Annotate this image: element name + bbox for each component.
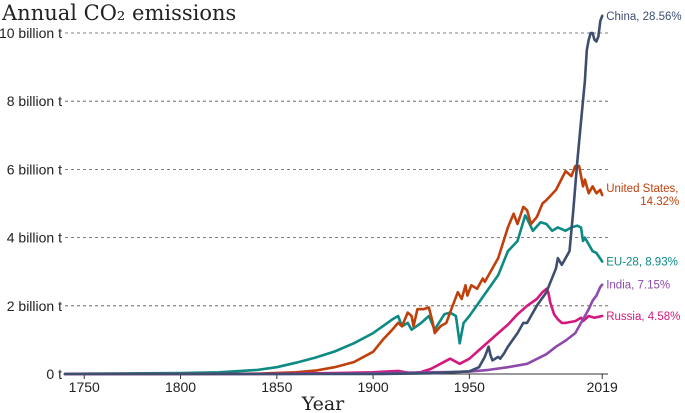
x-tick-label: 1850 [261, 379, 292, 395]
series-label-united-states: United States, [606, 183, 678, 195]
x-tick-label: 1950 [454, 379, 485, 395]
y-tick-label: 10 billion t [0, 25, 62, 41]
series-line-china [63, 14, 604, 376]
series-label-eu-28: EU-28, 8.93% [606, 256, 678, 268]
series-label-india: India, 7.15% [606, 280, 670, 292]
y-axis-tick-labels: 0 t 2 billion t 4 billion t 6 billion t 8 bi… [0, 25, 62, 382]
y-tick-label: 4 billion t [7, 230, 62, 246]
series-lines [63, 14, 604, 376]
y-tick-label: 0 t [46, 366, 62, 382]
chart-title: Annual CO₂ emissions [1, 1, 236, 25]
y-tick-label: 6 billion t [7, 161, 62, 177]
series-line-eu-28 [63, 214, 604, 376]
x-tick-label: 1900 [358, 379, 389, 395]
series-label-united-states: 14.32% [640, 196, 679, 208]
gridlines [65, 32, 608, 307]
series-label-russia: Russia, 4.58% [606, 311, 680, 323]
series-line-russia [63, 287, 604, 376]
y-tick-label: 8 billion t [7, 93, 62, 109]
x-tick-label: 1800 [165, 379, 196, 395]
x-axis-ticks: 1750 1800 1850 1900 1950 2019 [69, 374, 618, 395]
series-line-united-states [63, 164, 604, 376]
x-tick-label: 2019 [587, 379, 618, 395]
series-line-india [63, 283, 604, 376]
x-tick-label: 1750 [69, 379, 100, 395]
series-labels: EU-28, 8.93% United States,14.32% Russia, … [606, 11, 681, 323]
y-tick-label: 2 billion t [7, 298, 62, 314]
x-axis-label: Year [301, 393, 345, 413]
series-label-china: China, 28.56% [606, 11, 681, 23]
